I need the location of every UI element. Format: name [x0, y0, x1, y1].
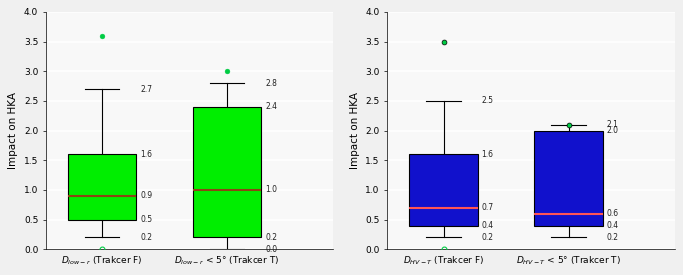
Text: 2.8: 2.8 — [265, 79, 277, 87]
Text: 0.4: 0.4 — [482, 221, 494, 230]
Y-axis label: Impact on HKA: Impact on HKA — [8, 92, 18, 169]
Text: 2.0: 2.0 — [607, 126, 619, 135]
Text: 0.2: 0.2 — [482, 233, 494, 242]
Text: 1.6: 1.6 — [482, 150, 494, 159]
Text: 2.7: 2.7 — [140, 84, 152, 94]
Y-axis label: Impact on HKA: Impact on HKA — [350, 92, 360, 169]
Bar — [409, 154, 478, 225]
Bar — [193, 107, 262, 237]
Text: 2.4: 2.4 — [265, 102, 277, 111]
Text: 2.1: 2.1 — [607, 120, 619, 129]
Text: 0.2: 0.2 — [140, 233, 152, 242]
Bar — [68, 154, 137, 220]
Text: 0.2: 0.2 — [265, 233, 277, 242]
Text: 2.5: 2.5 — [482, 96, 494, 105]
Text: 0.9: 0.9 — [140, 191, 152, 200]
Text: 0.4: 0.4 — [607, 221, 619, 230]
Text: 0.7: 0.7 — [482, 203, 494, 212]
Text: 0.2: 0.2 — [607, 233, 619, 242]
Text: 0.6: 0.6 — [607, 209, 619, 218]
Text: 0.0: 0.0 — [265, 245, 277, 254]
Text: 1.6: 1.6 — [140, 150, 152, 159]
Bar — [534, 131, 603, 226]
Text: 0.5: 0.5 — [140, 215, 152, 224]
Text: 1.0: 1.0 — [265, 185, 277, 194]
